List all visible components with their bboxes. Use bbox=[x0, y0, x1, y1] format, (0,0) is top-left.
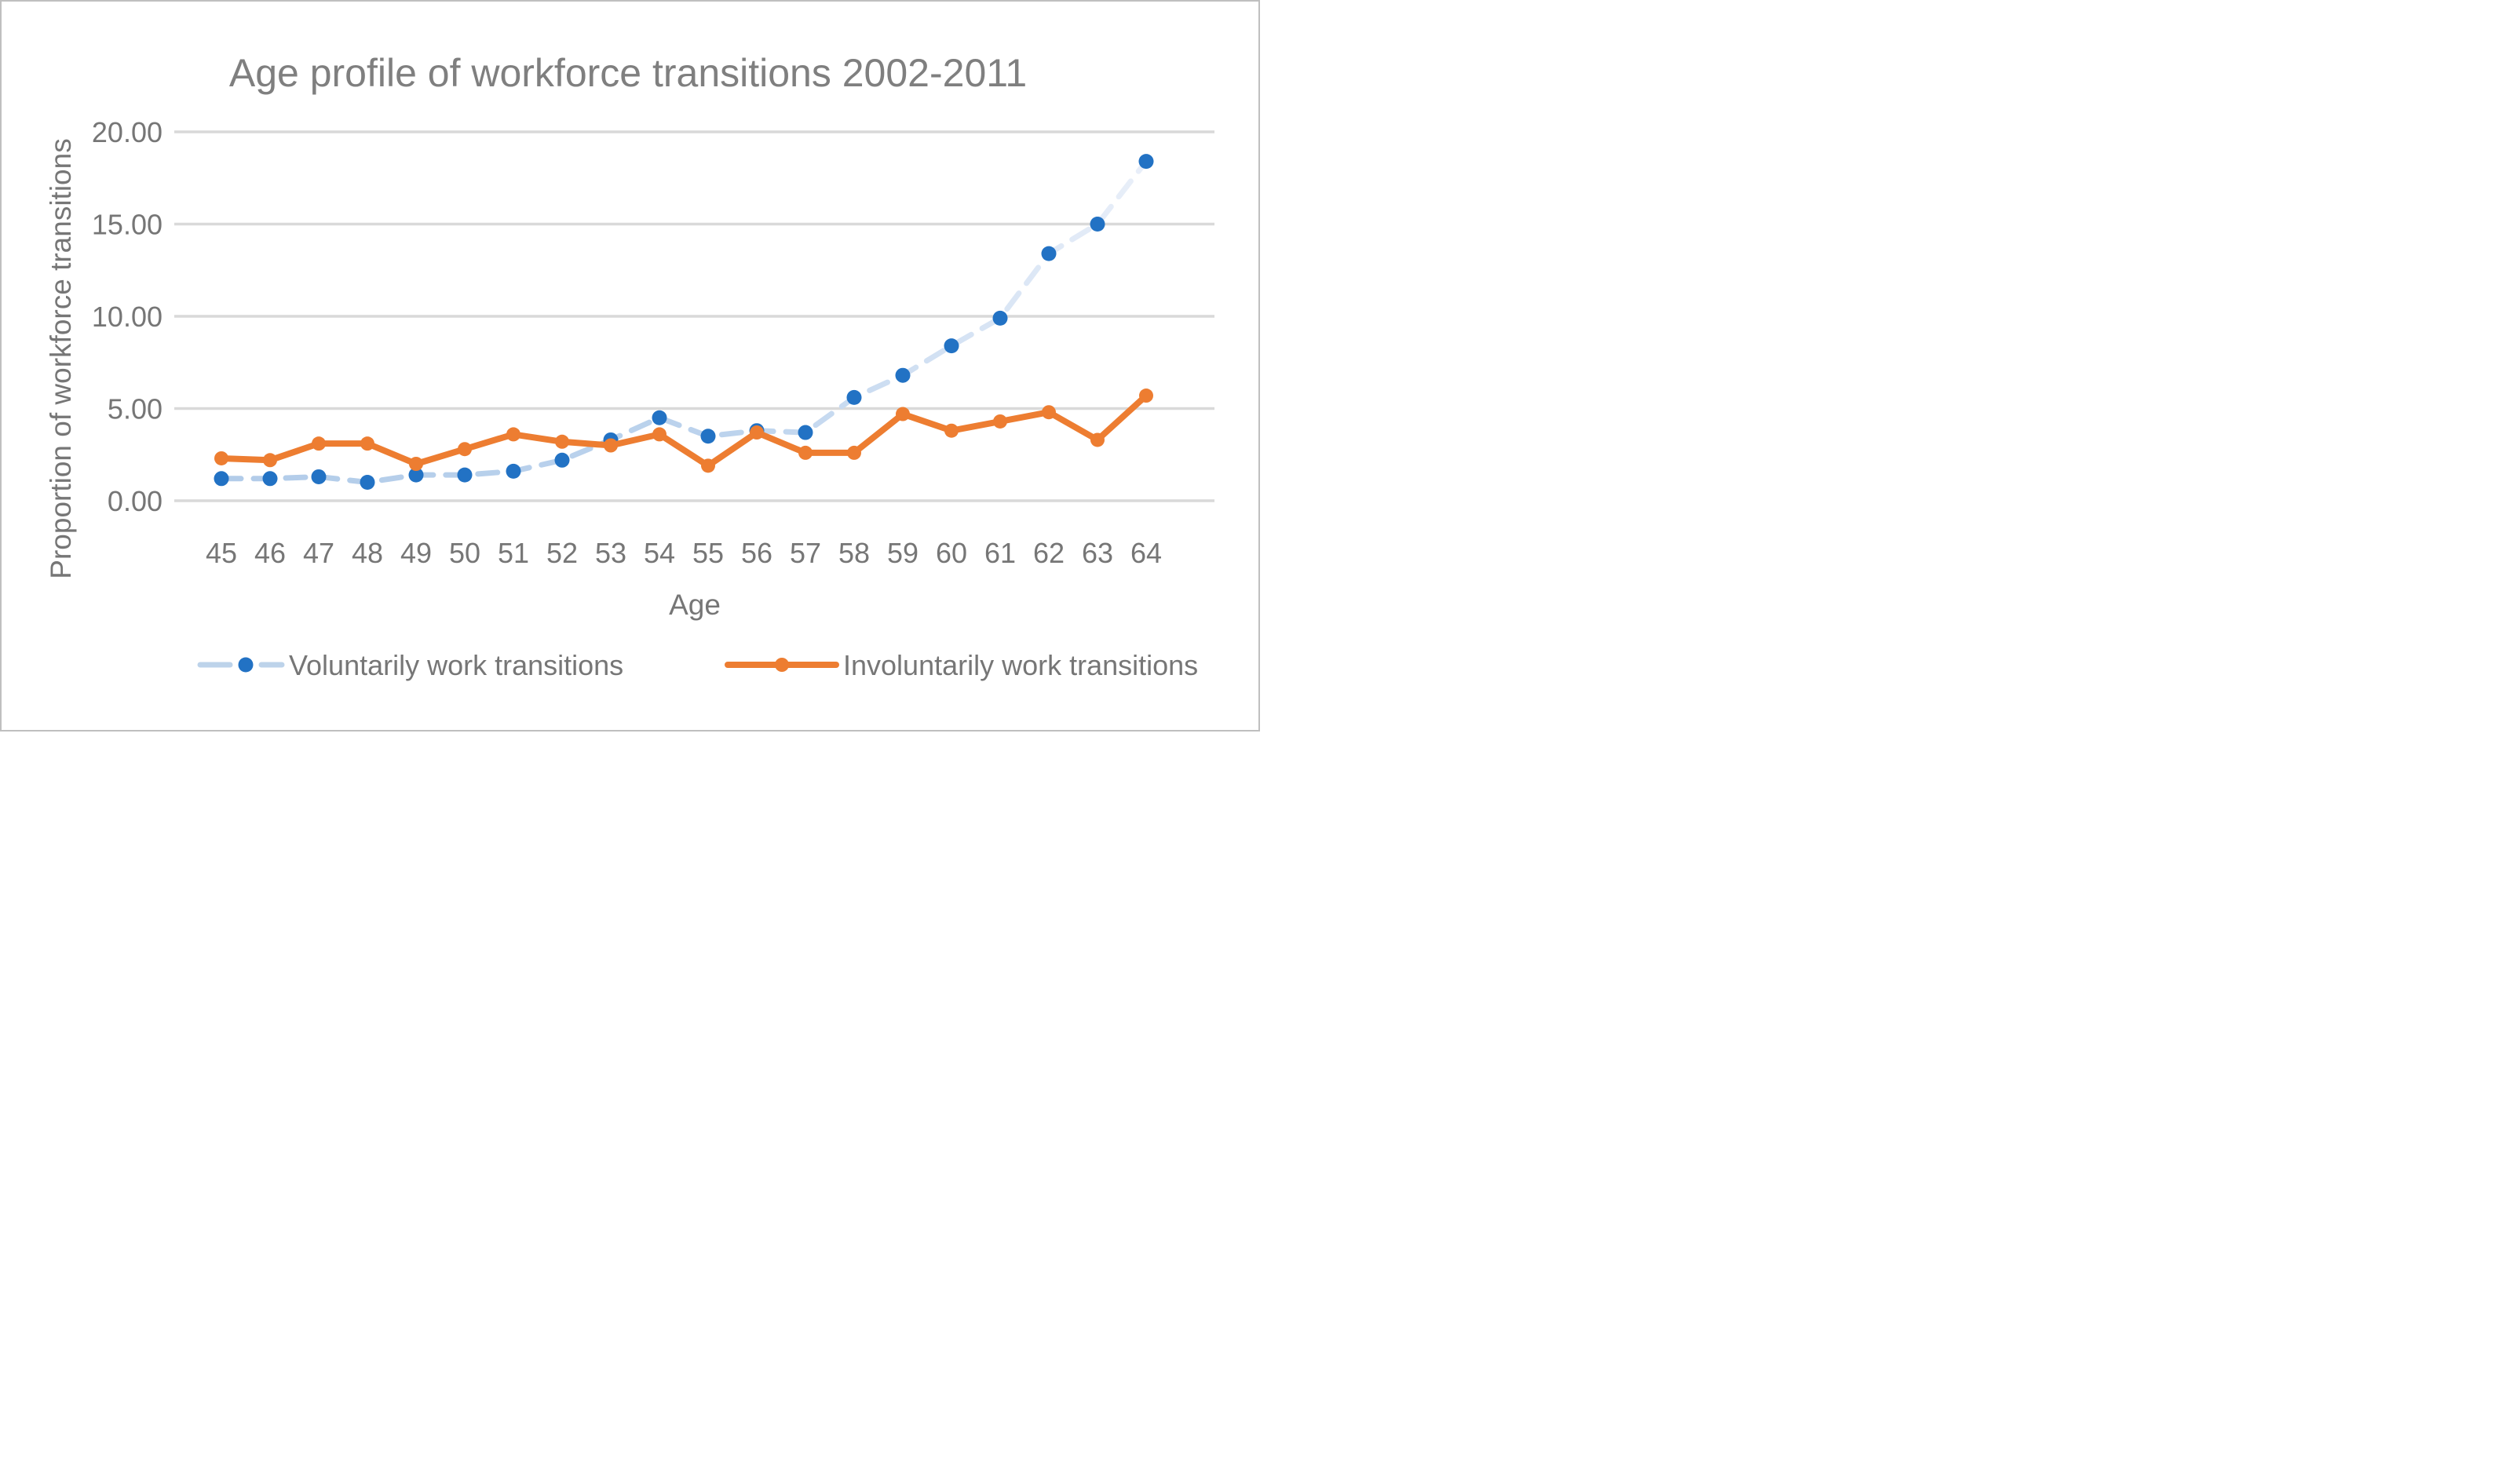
x-tick-label: 53 bbox=[595, 537, 626, 569]
voluntary-legend-label: Voluntarily work transitions bbox=[289, 649, 623, 681]
involuntary-data-point bbox=[750, 425, 764, 440]
x-tick-label: 48 bbox=[352, 537, 383, 569]
x-tick-label: 49 bbox=[400, 537, 432, 569]
involuntary-data-point bbox=[360, 436, 374, 451]
voluntary-data-point bbox=[1138, 154, 1154, 170]
x-axis-title: Age bbox=[669, 589, 721, 621]
legend-item-voluntary: Voluntarily work transitions bbox=[197, 649, 623, 681]
involuntary-data-point bbox=[1139, 389, 1153, 403]
involuntary-legend-label: Involuntarily work transitions bbox=[843, 649, 1198, 681]
x-tick-label: 54 bbox=[644, 537, 675, 569]
x-tick-label: 47 bbox=[303, 537, 334, 569]
voluntary-data-point bbox=[846, 389, 862, 405]
involuntary-data-point bbox=[506, 427, 520, 442]
involuntary-data-point bbox=[652, 427, 667, 442]
voluntary-data-point bbox=[652, 410, 667, 425]
legend: Voluntarily work transitions Involuntari… bbox=[197, 649, 1198, 681]
x-tick-label: 62 bbox=[1033, 537, 1065, 569]
legend-item-involuntary: Involuntarily work transitions bbox=[725, 649, 1198, 681]
involuntary-data-point bbox=[1042, 405, 1056, 420]
involuntary-data-point bbox=[896, 407, 910, 421]
voluntary-data-point bbox=[944, 338, 959, 354]
involuntary-data-point bbox=[993, 414, 1007, 429]
chart-frame: Age profile of workforce transitions 200… bbox=[0, 0, 1260, 732]
x-tick-label: 50 bbox=[449, 537, 480, 569]
x-tick-label: 60 bbox=[936, 537, 967, 569]
voluntary-data-point bbox=[262, 471, 278, 487]
x-tick-label: 58 bbox=[838, 537, 870, 569]
y-tick-label: 10.00 bbox=[92, 301, 163, 333]
involuntary-legend-marker-icon bbox=[775, 658, 789, 672]
voluntary-data-point bbox=[214, 471, 229, 487]
involuntary-data-point bbox=[1090, 432, 1105, 447]
voluntary-data-point bbox=[506, 463, 521, 479]
voluntary-series-line bbox=[218, 159, 1149, 485]
involuntary-series-line bbox=[218, 392, 1149, 469]
x-tick-label: 55 bbox=[692, 537, 724, 569]
x-tick-label: 61 bbox=[984, 537, 1016, 569]
voluntary-data-point bbox=[457, 467, 473, 483]
voluntary-data-point bbox=[1090, 217, 1105, 232]
involuntary-data-point bbox=[214, 451, 228, 465]
voluntary-data-point bbox=[360, 475, 375, 490]
x-tick-label: 45 bbox=[206, 537, 237, 569]
x-tick-label: 56 bbox=[741, 537, 772, 569]
voluntary-data-point bbox=[798, 425, 813, 440]
y-tick-label: 0.00 bbox=[108, 485, 163, 517]
x-tick-label: 52 bbox=[546, 537, 578, 569]
voluntary-data-point bbox=[895, 367, 911, 383]
x-tick-label: 51 bbox=[498, 537, 529, 569]
voluntary-data-point bbox=[408, 467, 424, 483]
voluntary-data-point bbox=[311, 469, 327, 484]
voluntary-data-point bbox=[992, 310, 1008, 326]
y-tick-label: 15.00 bbox=[92, 209, 163, 241]
involuntary-data-point bbox=[944, 423, 959, 438]
involuntary-data-point bbox=[798, 445, 813, 460]
voluntary-legend-marker-icon bbox=[238, 657, 254, 673]
chart-title: Age profile of workforce transitions 200… bbox=[229, 51, 1027, 95]
involuntary-data-point bbox=[555, 434, 569, 449]
involuntary-data-point bbox=[701, 458, 715, 473]
line-chart: Age profile of workforce transitions 200… bbox=[45, 51, 1214, 681]
voluntary-data-point bbox=[1041, 246, 1057, 261]
involuntary-data-point bbox=[263, 453, 277, 468]
involuntary-data-point bbox=[458, 442, 472, 457]
y-tick-label: 5.00 bbox=[108, 393, 163, 425]
plot-area: 0.00 5.00 10.00 15.00 20.00 45 46 47 48 49 50 51 52 5… bbox=[92, 116, 1214, 569]
x-tick-label: 59 bbox=[887, 537, 919, 569]
voluntary-data-point bbox=[700, 429, 716, 444]
x-tick-label: 64 bbox=[1130, 537, 1162, 569]
y-tick-label: 20.00 bbox=[92, 116, 163, 148]
x-tick-label: 57 bbox=[790, 537, 821, 569]
involuntary-data-point bbox=[409, 457, 423, 471]
voluntary-data-point bbox=[554, 452, 570, 468]
involuntary-data-point bbox=[847, 445, 861, 460]
x-tick-label: 46 bbox=[254, 537, 286, 569]
y-axis-title: Proportion of workforce transitions bbox=[45, 138, 77, 578]
involuntary-data-point bbox=[604, 438, 618, 453]
involuntary-data-point bbox=[312, 436, 326, 451]
x-tick-label: 63 bbox=[1082, 537, 1113, 569]
